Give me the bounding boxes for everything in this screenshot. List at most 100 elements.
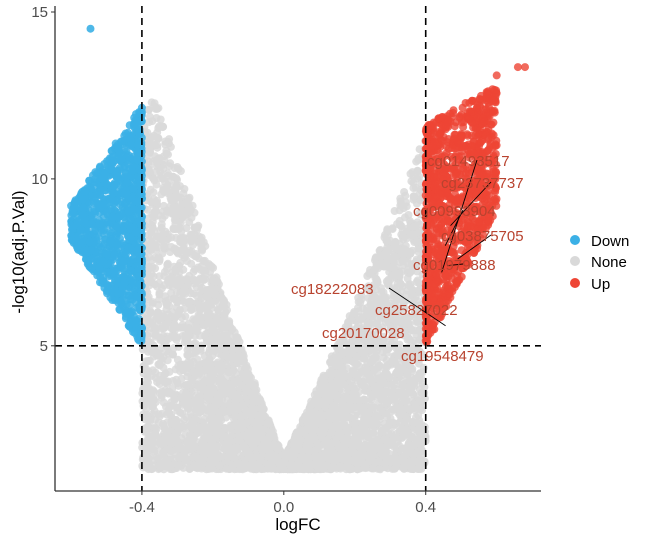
point-none [341,422,350,430]
point-none [142,405,151,414]
point-none [171,180,180,189]
point-none [350,384,359,393]
point-none [201,423,210,432]
point-none [392,368,401,377]
point-none [383,226,392,235]
point-none [154,253,163,262]
point-none [211,318,220,326]
point-none [150,387,158,396]
point-none [404,319,413,328]
point-none [365,269,374,278]
point-none [376,406,385,415]
point-none [165,162,174,171]
point-none [405,247,414,256]
point-none [403,368,412,377]
point-none [318,387,327,396]
point-none [228,368,237,377]
point-none [327,455,336,464]
point-none [414,397,423,406]
point-none [193,429,202,438]
point-none [398,381,407,390]
point-none [420,388,429,397]
point-none [382,258,391,266]
point-none [268,427,277,436]
point-none [187,213,196,222]
point-none [180,185,189,193]
point-none [300,463,309,471]
point-none [360,382,369,391]
point-none [198,246,206,255]
point-none [247,406,256,415]
point-none [213,277,222,286]
point-none [192,252,201,261]
point-none [165,135,174,144]
point-none [401,425,410,434]
point-none [409,465,418,474]
point-none [195,311,204,320]
point-none [208,375,217,383]
point-none [338,399,347,408]
point-none [334,429,343,438]
point-none [187,375,196,384]
point-none [361,464,370,473]
point-none [384,397,393,406]
point-none [157,393,166,402]
point-none [208,438,217,447]
point-none [412,413,420,422]
point-none [164,389,173,398]
point-none [205,395,214,403]
point-none [192,461,201,470]
point-none [246,427,255,436]
point-none [156,167,165,176]
point-none [357,315,366,324]
point-none [219,335,228,344]
point-none [174,441,183,450]
point-none [147,141,156,150]
point-none [239,431,248,440]
point-none [415,369,424,378]
point-none [207,463,216,472]
point-none [159,450,168,459]
point-none [392,403,401,412]
point-none [399,444,408,453]
point-none [384,281,393,290]
point-none [399,204,408,213]
point-none [222,464,231,473]
point-none [352,352,361,361]
point-none [397,280,405,289]
point-none [170,431,179,440]
point-none [163,264,171,273]
point-none [349,366,357,375]
point-none [149,445,158,454]
point-none [212,451,221,459]
point-none [167,243,176,251]
point-none [373,277,382,286]
point-none [146,464,155,473]
point-none [173,379,182,388]
point-none [161,292,170,301]
point-none [325,396,334,405]
point-none [144,396,153,405]
point-none [157,324,166,333]
point-none [249,442,258,451]
point-none [399,432,408,441]
point-none [148,117,157,126]
point-none [160,272,169,281]
point-none [219,431,227,440]
point-none [231,412,240,421]
point-none [383,371,392,380]
point-none [174,461,183,470]
point-none [231,355,240,364]
point-none [190,223,199,232]
point-none [373,369,382,377]
point-none [161,432,170,441]
point-none [200,415,209,424]
point-none [181,332,190,341]
point-none [188,201,197,210]
point-none [168,350,177,359]
point-none [154,104,163,113]
point-none [152,453,161,461]
point-none [384,429,393,438]
